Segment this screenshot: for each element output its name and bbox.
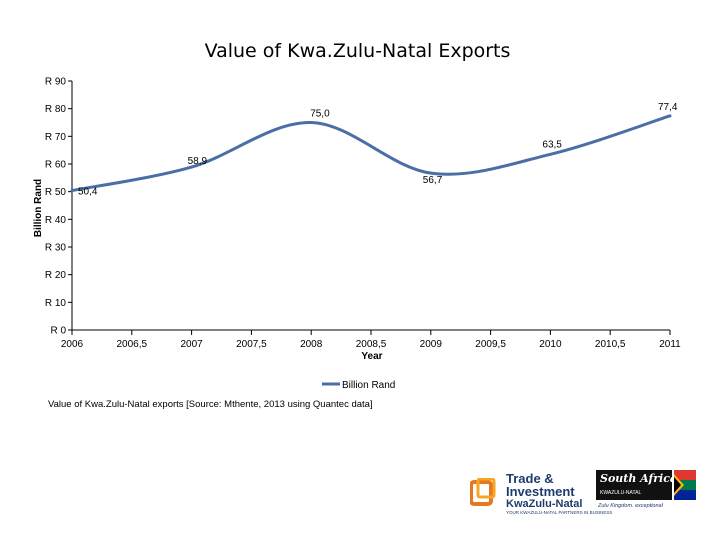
south-africa-tagline: Zulu Kingdom. exceptional: [598, 503, 663, 509]
trade-investment-title: Trade & Investment KwaZulu-Natal: [506, 471, 583, 510]
line-chart: R 0R 10R 20R 30R 40R 50R 60R 70R 80R 90 …: [33, 77, 681, 392]
y-tick-label: R 0: [50, 326, 66, 337]
x-tick-label: 2007: [180, 339, 203, 350]
series-line: [71, 114, 671, 193]
data-point: [429, 171, 433, 175]
data-labels: 50,4 58,9 75,0 56,7 63,5 77,4: [78, 102, 678, 198]
data-label: 75,0: [310, 109, 330, 120]
legend-label: Billion Rand: [342, 380, 395, 391]
data-point: [70, 189, 74, 193]
y-axis-title: Billion Rand: [33, 179, 44, 237]
trade-investment-slogan: YOUR KWAZULU-NATAL PARTNERS IN BUSINESS: [506, 510, 613, 515]
y-axis: R 0 R 10 R 20 R 30 R 40 R 50 R 60 R 70 R 80 R 90: [45, 77, 73, 337]
data-point: [548, 152, 552, 156]
x-tick-label: 2007,5: [236, 339, 267, 350]
y-tick-label: R 90: [45, 77, 67, 88]
data-label: 56,7: [423, 175, 443, 186]
x-tick-label: 2006: [61, 339, 84, 350]
data-label: 63,5: [542, 139, 562, 150]
y-tick-label: R 40: [45, 215, 67, 226]
x-tick-label: 2009,5: [475, 339, 506, 350]
series: [70, 114, 672, 193]
south-africa-logo: South Africa KWAZULU-NATAL Zulu Kingdom.…: [596, 470, 696, 514]
y-tick-label: R 50: [45, 187, 67, 198]
x-tick-label: 2006,5: [117, 339, 148, 350]
trade-investment-logo: Trade & Investment KwaZulu-Natal YOUR KW…: [466, 468, 612, 516]
footer-logos: Trade & Investment KwaZulu-Natal YOUR KW…: [466, 468, 696, 516]
data-point: [309, 121, 313, 124]
y-tick-label: R 80: [45, 104, 67, 115]
x-tick-label: 2011: [659, 339, 681, 350]
chart-caption: Value of Kwa.Zulu-Natal exports [Source:…: [48, 399, 373, 410]
south-africa-flag-icon: [674, 470, 696, 500]
chart-title: Value of Kwa.Zulu-Natal Exports: [204, 40, 511, 62]
x-tick-label: 2008,5: [356, 339, 387, 350]
x-axis-title: Year: [361, 351, 382, 362]
x-tick-label: 2010,5: [595, 339, 626, 350]
legend: Billion Rand: [322, 380, 395, 391]
south-africa-title: South Africa: [600, 472, 678, 485]
x-tick-label: 2008: [300, 339, 323, 350]
data-label: 77,4: [658, 102, 678, 113]
data-label: 58,9: [188, 156, 208, 167]
south-africa-region: KWAZULU-NATAL: [600, 490, 642, 496]
trade-investment-icon: [470, 478, 496, 506]
data-point: [668, 114, 672, 118]
x-tick-label: 2009: [420, 339, 443, 350]
y-tick-label: R 70: [45, 132, 67, 143]
y-tick-label: R 60: [45, 160, 67, 171]
y-tick-label: R 20: [45, 270, 67, 281]
x-axis: 2006 2006,5 2007 2007,5 2008 2008,5 2009 2009,5…: [61, 329, 681, 350]
y-tick-label: R 10: [45, 298, 67, 309]
data-label: 50,4: [78, 187, 98, 198]
x-tick-label: 2010: [539, 339, 562, 350]
data-point: [190, 165, 194, 169]
y-tick-label: R 30: [45, 243, 67, 254]
